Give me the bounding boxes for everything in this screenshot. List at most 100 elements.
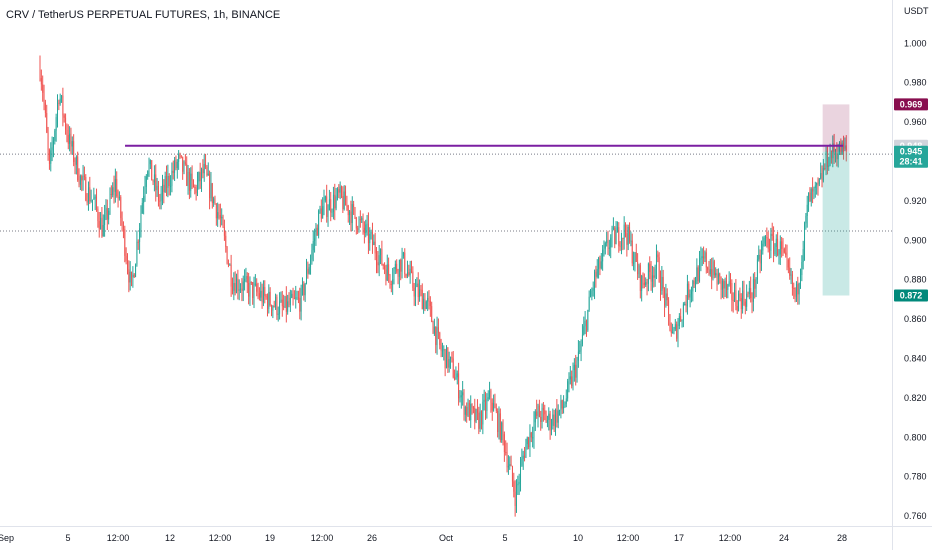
candle-body[interactable] bbox=[481, 411, 482, 425]
candle-body[interactable] bbox=[242, 281, 244, 291]
candle-body[interactable] bbox=[494, 403, 496, 409]
candle-body[interactable] bbox=[133, 274, 135, 278]
candle-body[interactable] bbox=[598, 258, 600, 270]
candle-body[interactable] bbox=[720, 276, 722, 290]
candle-body[interactable] bbox=[427, 297, 429, 302]
candle-body[interactable] bbox=[206, 166, 208, 176]
candle-body[interactable] bbox=[324, 196, 326, 201]
candle-body[interactable] bbox=[271, 305, 272, 311]
take-profit-zone[interactable] bbox=[822, 151, 850, 296]
candle-body[interactable] bbox=[62, 95, 64, 116]
candle-body[interactable] bbox=[672, 332, 674, 334]
candle-body[interactable] bbox=[451, 356, 453, 359]
candle-body[interactable] bbox=[843, 143, 845, 149]
candle-body[interactable] bbox=[46, 113, 48, 133]
candle-body[interactable] bbox=[509, 464, 511, 466]
candle-body[interactable] bbox=[774, 246, 776, 255]
candle-body[interactable] bbox=[723, 280, 725, 289]
candle-body[interactable] bbox=[83, 175, 85, 178]
candle-body[interactable] bbox=[637, 261, 639, 275]
candle-body[interactable] bbox=[696, 267, 698, 284]
candle-body[interactable] bbox=[211, 183, 213, 204]
candle-body[interactable] bbox=[350, 211, 352, 224]
candle-body[interactable] bbox=[678, 316, 680, 326]
candle-body[interactable] bbox=[825, 151, 827, 169]
candle-body[interactable] bbox=[655, 254, 657, 269]
candle-body[interactable] bbox=[818, 178, 820, 185]
candle-body[interactable] bbox=[620, 237, 622, 246]
candle-body[interactable] bbox=[795, 284, 797, 297]
candle-body[interactable] bbox=[394, 263, 396, 269]
candle-body[interactable] bbox=[618, 227, 620, 246]
candle-body[interactable] bbox=[178, 154, 180, 162]
candle-body[interactable] bbox=[828, 165, 830, 167]
candle-body[interactable] bbox=[529, 432, 531, 448]
candle-body[interactable] bbox=[70, 133, 72, 147]
candle-body[interactable] bbox=[579, 350, 581, 352]
candle-body[interactable] bbox=[695, 283, 696, 285]
candle-body[interactable] bbox=[647, 263, 649, 284]
candle-body[interactable] bbox=[374, 241, 376, 254]
candle-body[interactable] bbox=[832, 143, 834, 159]
candle-body[interactable] bbox=[777, 238, 779, 256]
candle-body[interactable] bbox=[572, 370, 574, 386]
candle-body[interactable] bbox=[152, 180, 154, 183]
candle-body[interactable] bbox=[257, 291, 259, 294]
candle-body[interactable] bbox=[829, 152, 831, 166]
candle-body[interactable] bbox=[555, 409, 556, 427]
candle-body[interactable] bbox=[246, 276, 248, 283]
candle-body[interactable] bbox=[690, 291, 692, 295]
candle-body[interactable] bbox=[588, 296, 590, 310]
candle-body[interactable] bbox=[277, 313, 279, 315]
candle-body[interactable] bbox=[619, 245, 621, 247]
candle-body[interactable] bbox=[59, 98, 61, 104]
candle-body[interactable] bbox=[622, 237, 624, 239]
candle-body[interactable] bbox=[816, 182, 818, 186]
candle-body[interactable] bbox=[297, 297, 299, 299]
candle-body[interactable] bbox=[806, 204, 808, 217]
candle-body[interactable] bbox=[721, 280, 723, 290]
candle-body[interactable] bbox=[836, 153, 838, 160]
candle-body[interactable] bbox=[98, 221, 100, 230]
candle-body[interactable] bbox=[388, 264, 390, 276]
candle-body[interactable] bbox=[798, 283, 800, 295]
candle-body[interactable] bbox=[279, 301, 281, 314]
candle-body[interactable] bbox=[363, 227, 365, 234]
candle-body[interactable] bbox=[769, 248, 771, 251]
candle-body[interactable] bbox=[143, 195, 145, 203]
candle-body[interactable] bbox=[339, 186, 341, 193]
candle-body[interactable] bbox=[215, 204, 217, 219]
candle-body[interactable] bbox=[135, 264, 137, 278]
candle-body[interactable] bbox=[82, 175, 84, 181]
candle-body[interactable] bbox=[186, 163, 188, 186]
candle-body[interactable] bbox=[563, 406, 565, 409]
candle-body[interactable] bbox=[250, 281, 252, 283]
candle-body[interactable] bbox=[268, 291, 270, 309]
candle-body[interactable] bbox=[96, 196, 98, 209]
candle-body[interactable] bbox=[389, 275, 391, 284]
candle-body[interactable] bbox=[642, 275, 644, 283]
candle-body[interactable] bbox=[237, 278, 239, 291]
candle-body[interactable] bbox=[739, 293, 741, 298]
candle-body[interactable] bbox=[244, 278, 246, 282]
candle-body[interactable] bbox=[359, 219, 361, 221]
candle-body[interactable] bbox=[175, 160, 177, 169]
candle-body[interactable] bbox=[117, 196, 119, 199]
candle-body[interactable] bbox=[487, 397, 489, 400]
candle-body[interactable] bbox=[184, 162, 186, 164]
candle-body[interactable] bbox=[222, 216, 224, 228]
candle-body[interactable] bbox=[813, 188, 815, 192]
candle-body[interactable] bbox=[202, 168, 204, 174]
candle-body[interactable] bbox=[703, 256, 705, 259]
candle-body[interactable] bbox=[419, 289, 421, 298]
candle-body[interactable] bbox=[544, 410, 546, 415]
candle-body[interactable] bbox=[65, 117, 67, 130]
candle-body[interactable] bbox=[223, 227, 225, 236]
candle-body[interactable] bbox=[801, 262, 803, 276]
candle-body[interactable] bbox=[187, 171, 189, 186]
candle-body[interactable] bbox=[314, 238, 316, 242]
candle-body[interactable] bbox=[338, 189, 340, 193]
candle-body[interactable] bbox=[221, 216, 223, 219]
candle-body[interactable] bbox=[362, 218, 364, 228]
candle-body[interactable] bbox=[493, 403, 495, 411]
